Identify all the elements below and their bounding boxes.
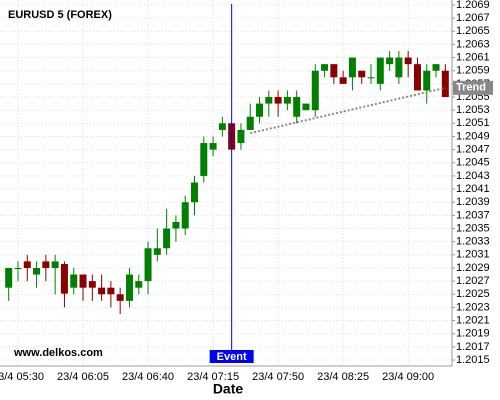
candle-body <box>42 261 50 268</box>
candle-body <box>302 103 310 111</box>
candle-body <box>413 64 421 91</box>
y-tick-label: 1.2017 <box>456 341 490 353</box>
y-tick-label: 1.2041 <box>456 183 490 195</box>
candle-body <box>191 182 198 203</box>
y-tick-label: 1.2043 <box>456 170 490 182</box>
candle-body <box>256 103 264 117</box>
candle-body <box>33 267 41 275</box>
x-tick-label: 23/4 06:40 <box>122 371 174 383</box>
candle-body <box>98 287 106 295</box>
candle-body <box>107 287 115 295</box>
y-tick-label: 1.2033 <box>456 236 490 248</box>
y-tick-label: 1.2039 <box>456 196 490 208</box>
candle-body <box>237 129 245 144</box>
candle-body <box>348 57 356 78</box>
x-tick-label: 23/4 06:05 <box>57 371 109 383</box>
y-tick-label: 1.2047 <box>456 144 490 156</box>
candle-body <box>218 123 226 130</box>
y-tick-label: 1.2061 <box>456 51 490 63</box>
chart-title: EURUSD 5 (FOREX) <box>8 9 112 21</box>
candle-body <box>181 202 189 229</box>
candle-body <box>358 70 366 78</box>
candle-body <box>293 97 301 117</box>
y-tick-label: 1.2051 <box>456 117 490 129</box>
y-tick-label: 1.2045 <box>456 157 490 169</box>
candle-body <box>153 248 161 255</box>
candle-body <box>386 57 394 65</box>
candle-body <box>163 228 171 249</box>
candle-body <box>367 77 375 79</box>
candle-body <box>274 97 282 104</box>
y-tick-label: 1.2031 <box>456 249 490 261</box>
candle-body <box>395 57 403 78</box>
candle-body <box>79 274 87 288</box>
event-label: Event <box>217 351 247 363</box>
y-tick-label: 1.2067 <box>456 12 490 24</box>
candle-body <box>144 248 152 282</box>
candle-body <box>283 97 291 104</box>
candle-body <box>5 267 13 288</box>
candle-body <box>51 261 59 268</box>
y-tick-label: 1.2015 <box>456 354 490 366</box>
trend-label-box <box>453 80 493 95</box>
y-tick-label: 1.2021 <box>456 314 490 326</box>
x-tick-label: 23/4 08:25 <box>317 371 369 383</box>
candle-body <box>116 294 124 301</box>
y-tick-label: 1.2029 <box>456 262 490 274</box>
y-tick-label: 1.2037 <box>456 209 490 221</box>
y-tick-label: 1.2023 <box>456 301 490 313</box>
y-tick-label: 1.2025 <box>456 288 490 300</box>
candle-body <box>125 274 133 301</box>
y-tick-label: 1.2035 <box>456 222 490 234</box>
candle-body <box>88 281 96 288</box>
candle-body <box>423 70 431 91</box>
candle-body <box>330 64 338 78</box>
y-tick-label: 1.2019 <box>456 328 490 340</box>
y-tick-label: 1.2053 <box>456 104 490 116</box>
candle-body <box>200 143 208 176</box>
candle-body <box>432 64 440 71</box>
candle-body <box>70 274 78 288</box>
x-tick-label: 23/4 09:00 <box>382 371 434 383</box>
y-tick-label: 1.2059 <box>456 65 490 77</box>
y-tick-label: 1.2063 <box>456 38 490 50</box>
candle-body <box>265 97 273 104</box>
candle-body <box>135 281 143 288</box>
candle-body <box>311 70 319 111</box>
trend-line <box>250 86 446 135</box>
candle-body <box>376 57 384 84</box>
x-tick-label: 23/4 05:30 <box>0 371 44 383</box>
candle-body <box>172 221 180 229</box>
y-tick-label: 1.2065 <box>456 25 490 37</box>
x-tick-label: 23/4 07:50 <box>252 371 304 383</box>
candle-body <box>209 143 217 150</box>
trend-label: Trend <box>456 82 486 94</box>
candle-body <box>321 64 329 71</box>
candle-body <box>339 77 347 84</box>
y-tick-label: 1.2049 <box>456 130 490 142</box>
candle-body <box>246 116 254 130</box>
candle-body <box>23 261 31 268</box>
candle-body <box>441 70 449 98</box>
candle-body <box>404 57 412 65</box>
y-tick-label: 1.2027 <box>456 275 490 287</box>
x-axis-title: Date <box>213 381 244 397</box>
event-label-box <box>209 350 254 363</box>
x-tick-label: 23/4 07:15 <box>187 371 239 383</box>
y-tick-label: 1.2069 <box>456 0 490 11</box>
watermark: www.delkos.com <box>13 347 103 359</box>
candle-body <box>14 267 22 269</box>
candle-body <box>60 264 68 294</box>
